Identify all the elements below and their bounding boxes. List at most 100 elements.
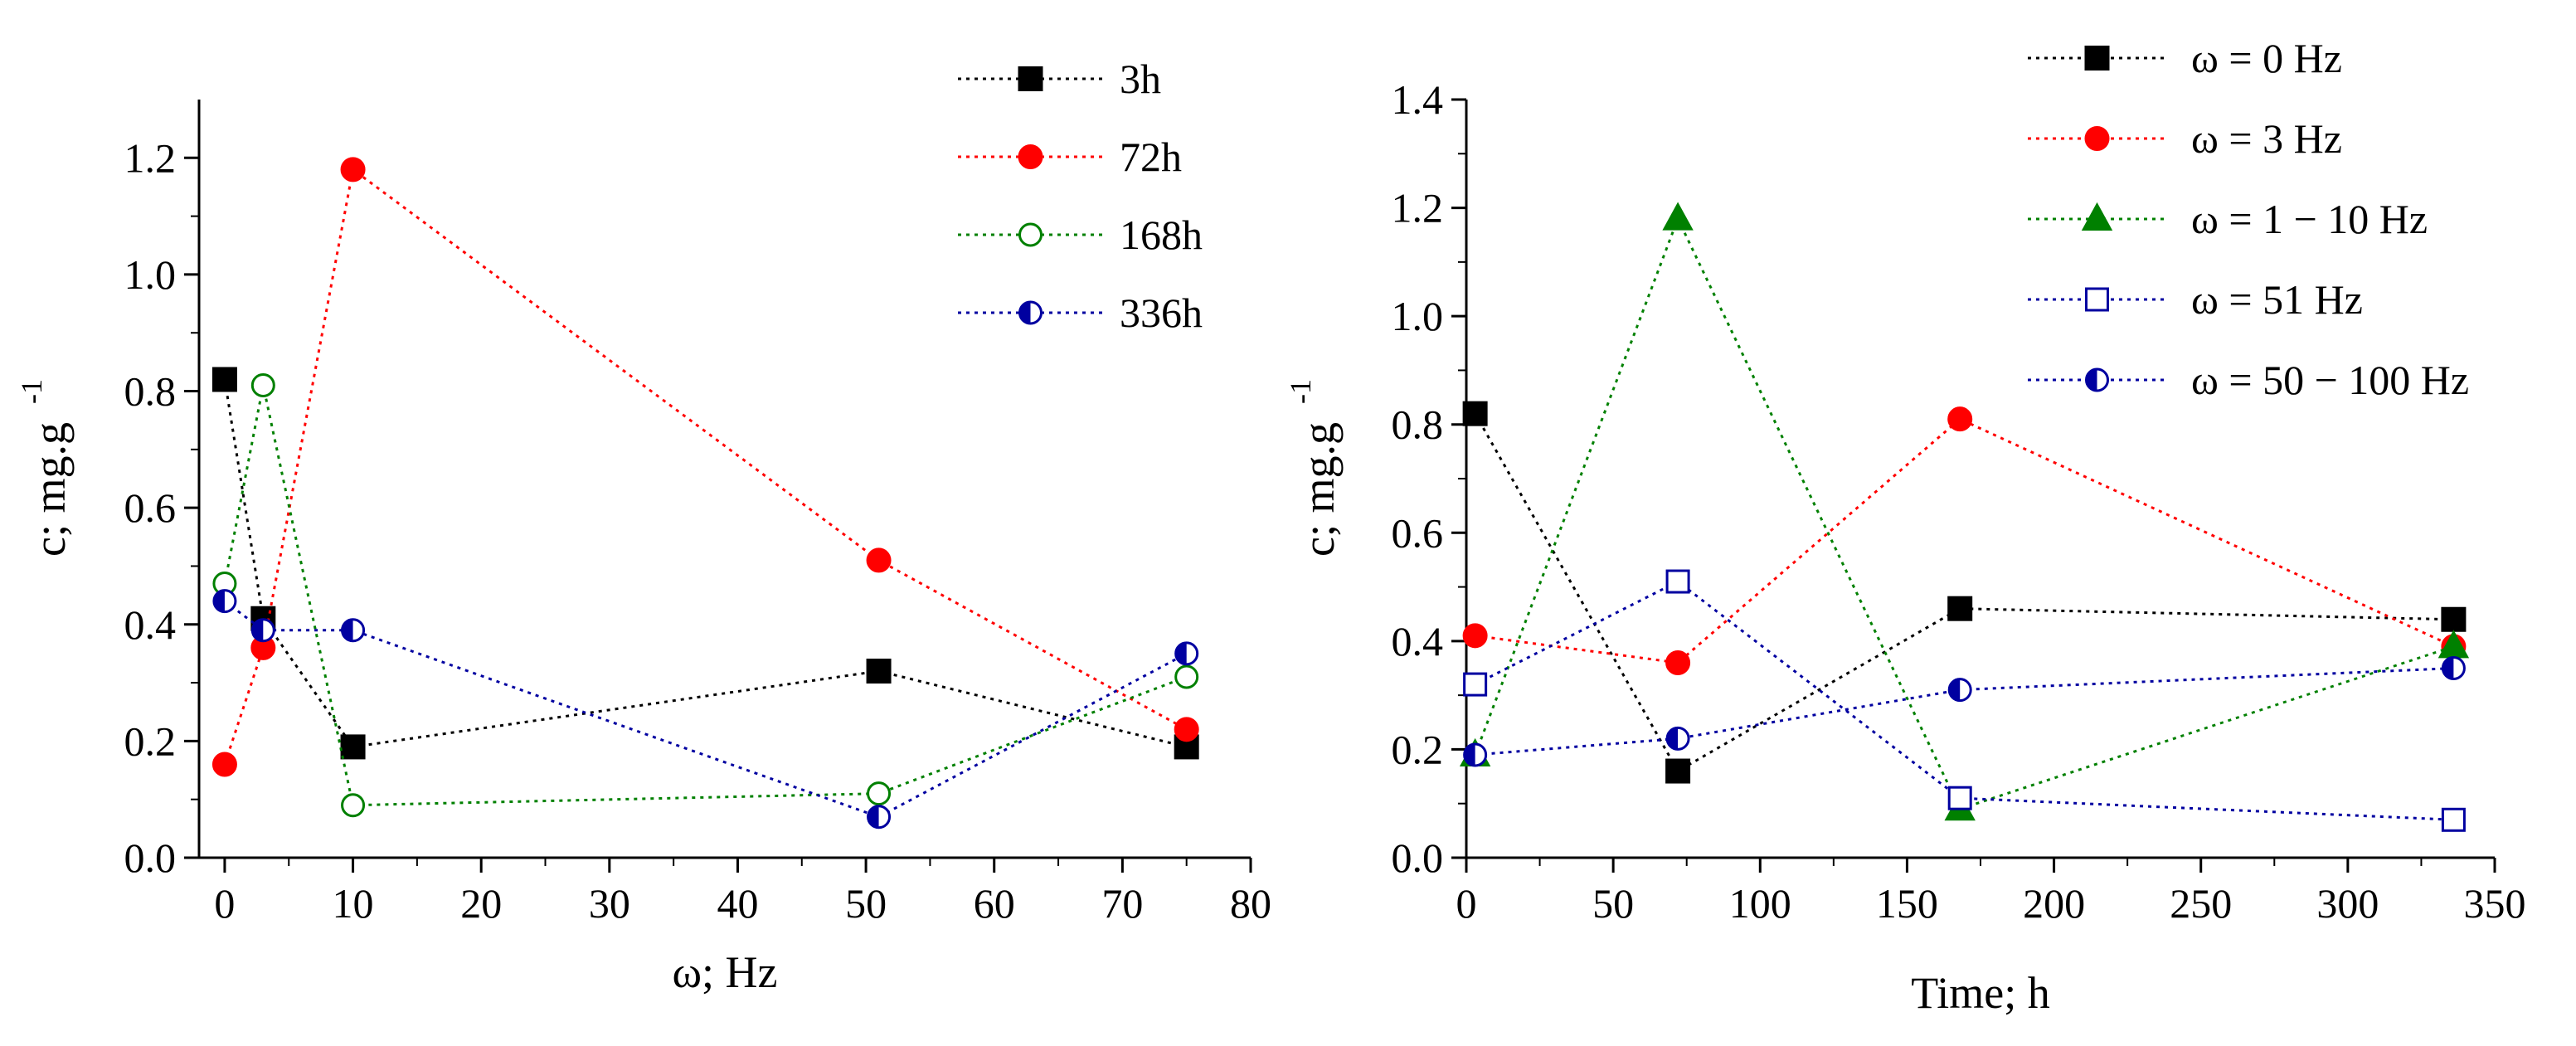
x-tick-label: 300 bbox=[2316, 880, 2379, 927]
x-tick-label: 100 bbox=[1729, 880, 1791, 927]
y-tick-label: 1.0 bbox=[124, 251, 177, 298]
legend-marker bbox=[2084, 126, 2110, 151]
x-tick-label: 30 bbox=[589, 880, 630, 927]
y-tick-label: 0.2 bbox=[1392, 726, 1444, 772]
series-line bbox=[1474, 412, 2454, 773]
data-point bbox=[211, 752, 237, 777]
legend-marker bbox=[2085, 287, 2109, 312]
data-point bbox=[1462, 623, 1488, 649]
x-tick-label: 50 bbox=[1592, 880, 1634, 927]
data-point bbox=[250, 618, 275, 643]
data-point bbox=[1947, 596, 1973, 621]
x-tick-label: 0 bbox=[1456, 880, 1477, 927]
x-tick-label: 10 bbox=[333, 880, 374, 927]
data-point bbox=[1462, 401, 1488, 426]
y-tick-label: 0.6 bbox=[1392, 509, 1444, 556]
data-point bbox=[1665, 569, 1690, 594]
legend-label: 72h bbox=[1120, 134, 1182, 180]
data-point bbox=[340, 157, 366, 182]
legend-item: 336h bbox=[958, 289, 1203, 336]
series-line bbox=[223, 385, 1188, 807]
series-line bbox=[223, 167, 1188, 765]
data-point bbox=[1665, 649, 1691, 675]
data-point bbox=[867, 781, 892, 806]
data-point bbox=[866, 547, 892, 573]
x-tick-label: 200 bbox=[2023, 880, 2085, 927]
legend-item: 72h bbox=[958, 134, 1182, 180]
x-tick-label: 70 bbox=[1101, 880, 1143, 927]
y-tick-label: 1.2 bbox=[1392, 185, 1444, 231]
y-tick-label: 0.8 bbox=[124, 368, 177, 415]
legend-item: ω = 51 Hz bbox=[2028, 276, 2363, 323]
data-point bbox=[340, 734, 366, 760]
legend-item: ω = 1 − 10 Hz bbox=[2028, 196, 2428, 242]
legend-label: 3h bbox=[1120, 56, 1161, 102]
series-line bbox=[1475, 667, 2454, 757]
data-point bbox=[1174, 641, 1199, 666]
data-point bbox=[1947, 786, 1972, 810]
right-chart: 0 50 100 150 200 250 300 350 0.0 0.2 0.4 0.6 0.8 1.0 1… bbox=[1284, 35, 2526, 1018]
y-tick-label: 1.0 bbox=[1392, 293, 1444, 339]
y-axis-title-superscript: -1 bbox=[15, 379, 48, 404]
x-tick-label: 50 bbox=[845, 880, 887, 927]
y-tick-label: 0.2 bbox=[124, 718, 177, 764]
data-point bbox=[1665, 758, 1691, 784]
y-tick-label: 0.4 bbox=[124, 601, 177, 648]
y-tick-label: 0.8 bbox=[1392, 401, 1444, 448]
data-point bbox=[341, 793, 366, 818]
x-axis-title: ω; Hz bbox=[672, 947, 777, 997]
y-axis-title-superscript: -1 bbox=[1284, 379, 1317, 404]
data-point bbox=[341, 618, 366, 643]
legend-label: ω = 1 − 10 Hz bbox=[2191, 196, 2428, 242]
legend-item: ω = 3 Hz bbox=[2028, 115, 2342, 162]
data-point bbox=[1463, 742, 1488, 767]
series-line bbox=[1474, 580, 2454, 821]
series-line bbox=[223, 379, 1188, 749]
x-tick-label: 40 bbox=[717, 880, 758, 927]
y-axis-title-group: c; mg.g -1 bbox=[15, 379, 75, 557]
x-tick-label: 250 bbox=[2170, 880, 2232, 927]
y-axis-title-group: c; mg.g -1 bbox=[1284, 379, 1344, 557]
y-tick-label: 0.4 bbox=[1392, 618, 1444, 664]
legend-label: ω = 51 Hz bbox=[2191, 276, 2363, 323]
data-point bbox=[1174, 717, 1199, 742]
legend-item: ω = 50 − 100 Hz bbox=[2028, 357, 2469, 403]
y-axis-title: c; mg.g bbox=[25, 422, 75, 557]
series-line bbox=[1474, 215, 2454, 811]
data-point bbox=[867, 805, 892, 830]
x-tick-label: 60 bbox=[974, 880, 1015, 927]
x-tick-label: 150 bbox=[1876, 880, 1938, 927]
legend-marker bbox=[2081, 202, 2113, 231]
data-point bbox=[1174, 664, 1199, 689]
legend-marker bbox=[1018, 222, 1043, 247]
y-axis-title: c; mg.g bbox=[1294, 422, 1344, 557]
series-line bbox=[1475, 417, 2455, 664]
x-tick-label: 80 bbox=[1230, 880, 1271, 927]
legend-item: 3h bbox=[958, 56, 1161, 102]
legend-label: ω = 0 Hz bbox=[2191, 35, 2342, 81]
legend-label: 336h bbox=[1120, 289, 1203, 336]
legend-item: 168h bbox=[958, 212, 1203, 258]
data-point bbox=[2441, 807, 2466, 832]
data-point bbox=[1665, 726, 1690, 751]
legend-marker bbox=[1018, 144, 1043, 169]
y-tick-label: 0.0 bbox=[124, 834, 177, 881]
legend-label: ω = 3 Hz bbox=[2191, 115, 2342, 162]
legend-item: ω = 0 Hz bbox=[2028, 35, 2342, 81]
legend-label: 168h bbox=[1120, 212, 1203, 258]
legend-marker bbox=[2085, 367, 2109, 392]
data-point bbox=[1947, 678, 1972, 703]
y-tick-label: 0.0 bbox=[1392, 834, 1444, 881]
data-point bbox=[1947, 406, 1973, 432]
data-point bbox=[2441, 606, 2467, 632]
legend-label: ω = 50 − 100 Hz bbox=[2191, 357, 2469, 403]
legend-marker bbox=[2084, 46, 2110, 71]
y-tick-label: 0.6 bbox=[124, 484, 177, 531]
x-tick-label: 20 bbox=[460, 880, 502, 927]
data-point bbox=[212, 589, 237, 614]
x-tick-label: 350 bbox=[2464, 880, 2526, 927]
data-point bbox=[2441, 656, 2466, 680]
series-line bbox=[224, 600, 1188, 819]
legend-marker bbox=[1018, 300, 1043, 325]
